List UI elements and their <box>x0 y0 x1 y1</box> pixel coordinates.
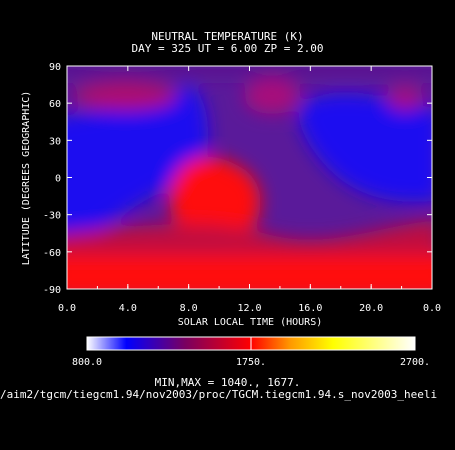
x-tick-label: 12.0 <box>237 303 261 314</box>
x-axis-label: SOLAR LOCAL TIME (HOURS) <box>178 317 323 328</box>
x-tick-label: 20.0 <box>359 303 383 314</box>
y-tick-label: 30 <box>49 136 61 147</box>
y-axis-label: LATITUDE (DEGREES GEOGRAPHIC) <box>21 91 32 266</box>
colorbar-label: 1750. <box>236 357 266 368</box>
x-tick-label: 4.0 <box>119 303 137 314</box>
chart-title: NEUTRAL TEMPERATURE (K) <box>151 30 304 43</box>
x-tick-label: 16.0 <box>298 303 322 314</box>
colorbar-label: 800.0 <box>72 357 102 368</box>
chart-subtitle: DAY = 325 UT = 6.00 ZP = 2.00 <box>131 42 324 55</box>
y-tick-label: 0 <box>55 174 61 185</box>
x-tick-label: 8.0 <box>180 303 198 314</box>
y-tick-label: 60 <box>49 99 61 110</box>
y-tick-label: -30 <box>43 211 61 222</box>
x-tick-label: 0.0 <box>423 303 441 314</box>
x-tick-label: 0.0 <box>58 303 76 314</box>
min-max-readout: MIN,MAX = 1040., 1677. <box>154 376 301 389</box>
file-path-text: /aim2/tgcm/tiegcm1.94/nov2003/proc/TGCM.… <box>0 388 438 401</box>
y-tick-label: -60 <box>43 248 61 259</box>
colorbar-label: 2700. <box>400 357 430 368</box>
y-tick-label: 90 <box>49 62 61 73</box>
temperature-field <box>67 66 432 289</box>
y-tick-label: -90 <box>43 285 61 296</box>
